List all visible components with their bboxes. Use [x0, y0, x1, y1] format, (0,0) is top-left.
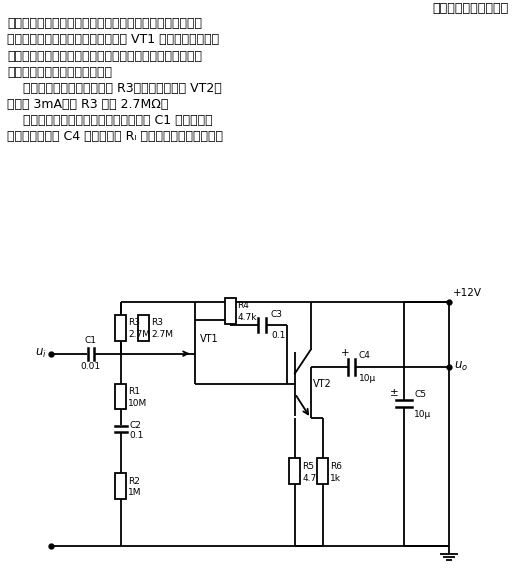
Text: R6: R6 — [330, 462, 342, 471]
Bar — [116, 315, 126, 341]
Text: 直流工作点由固定偏置电阻 R3确定，如果流过 VT2的: 直流工作点由固定偏置电阻 R3确定，如果流过 VT2的 — [7, 82, 222, 95]
Text: 反馈，进一步提高了输入阻抗。: 反馈，进一步提高了输入阻抗。 — [7, 66, 112, 79]
Text: 0.1: 0.1 — [271, 331, 285, 340]
Text: C4: C4 — [358, 351, 370, 360]
Text: C2: C2 — [130, 421, 141, 430]
Text: 0.1: 0.1 — [130, 431, 144, 440]
Text: 应管的源极输出，末级采用了双极晶体管的射极输出器，因: 应管的源极输出，末级采用了双极晶体管的射极输出器，因 — [7, 17, 203, 30]
Text: R5: R5 — [303, 462, 314, 471]
Text: C1: C1 — [85, 336, 97, 345]
Text: 2.7M: 2.7M — [128, 330, 150, 339]
Text: 出端的隔直电容 C4 因负载电阻 Rₗ 而异，一般按下式取值，: 出端的隔直电容 C4 因负载电阻 Rₗ 而异，一般按下式取值， — [7, 130, 223, 143]
Text: 1M: 1M — [128, 488, 142, 498]
Text: 阻，由于该电阻会影响输入阻抗，所以从发射极给栎级加正: 阻，由于该电阻会影响输入阻抗，所以从发射极给栎级加正 — [7, 50, 203, 62]
Text: 10μ: 10μ — [414, 410, 431, 419]
Text: R3: R3 — [128, 319, 140, 327]
Bar — [290, 458, 300, 484]
Text: ±: ± — [390, 388, 398, 398]
Text: 4.7k: 4.7k — [238, 313, 257, 323]
Text: $u_i$: $u_i$ — [35, 347, 47, 360]
Text: R4: R4 — [238, 301, 250, 311]
Text: C3: C3 — [271, 310, 283, 319]
Text: 0.01: 0.01 — [81, 362, 101, 371]
Text: 而降低了输出阻抗。同时，场效应管 VT1 的栎极需要偏置电: 而降低了输出阻抗。同时，场效应管 VT1 的栎极需要偏置电 — [7, 33, 220, 46]
Text: 电流为 3mA，则 R3 约为 2.7MΩ。: 电流为 3mA，则 R3 约为 2.7MΩ。 — [7, 98, 169, 111]
Text: C5: C5 — [414, 390, 426, 399]
Text: +: + — [341, 348, 350, 358]
Text: 4.7k: 4.7k — [303, 474, 322, 483]
Bar — [116, 473, 126, 499]
Bar — [225, 298, 236, 324]
Text: 10μ: 10μ — [358, 374, 376, 383]
Text: 电路中前级采用了场效: 电路中前级采用了场效 — [433, 2, 509, 15]
Text: 1k: 1k — [330, 474, 341, 483]
Text: R2: R2 — [128, 476, 140, 486]
Text: 因为该电路输入电阻高，所以隔直电容 C1 可以小。输: 因为该电路输入电阻高，所以隔直电容 C1 可以小。输 — [7, 114, 213, 127]
Bar — [116, 383, 126, 410]
Bar — [317, 458, 328, 484]
Text: 10M: 10M — [128, 399, 148, 408]
Text: VT1: VT1 — [200, 333, 219, 344]
Text: R3: R3 — [151, 319, 163, 327]
Text: $u_o$: $u_o$ — [454, 360, 468, 373]
Text: R1: R1 — [128, 387, 140, 396]
Text: 2.7M: 2.7M — [151, 330, 173, 339]
Bar — [138, 315, 149, 341]
Text: +12V: +12V — [453, 288, 482, 298]
Text: VT2: VT2 — [313, 379, 332, 388]
